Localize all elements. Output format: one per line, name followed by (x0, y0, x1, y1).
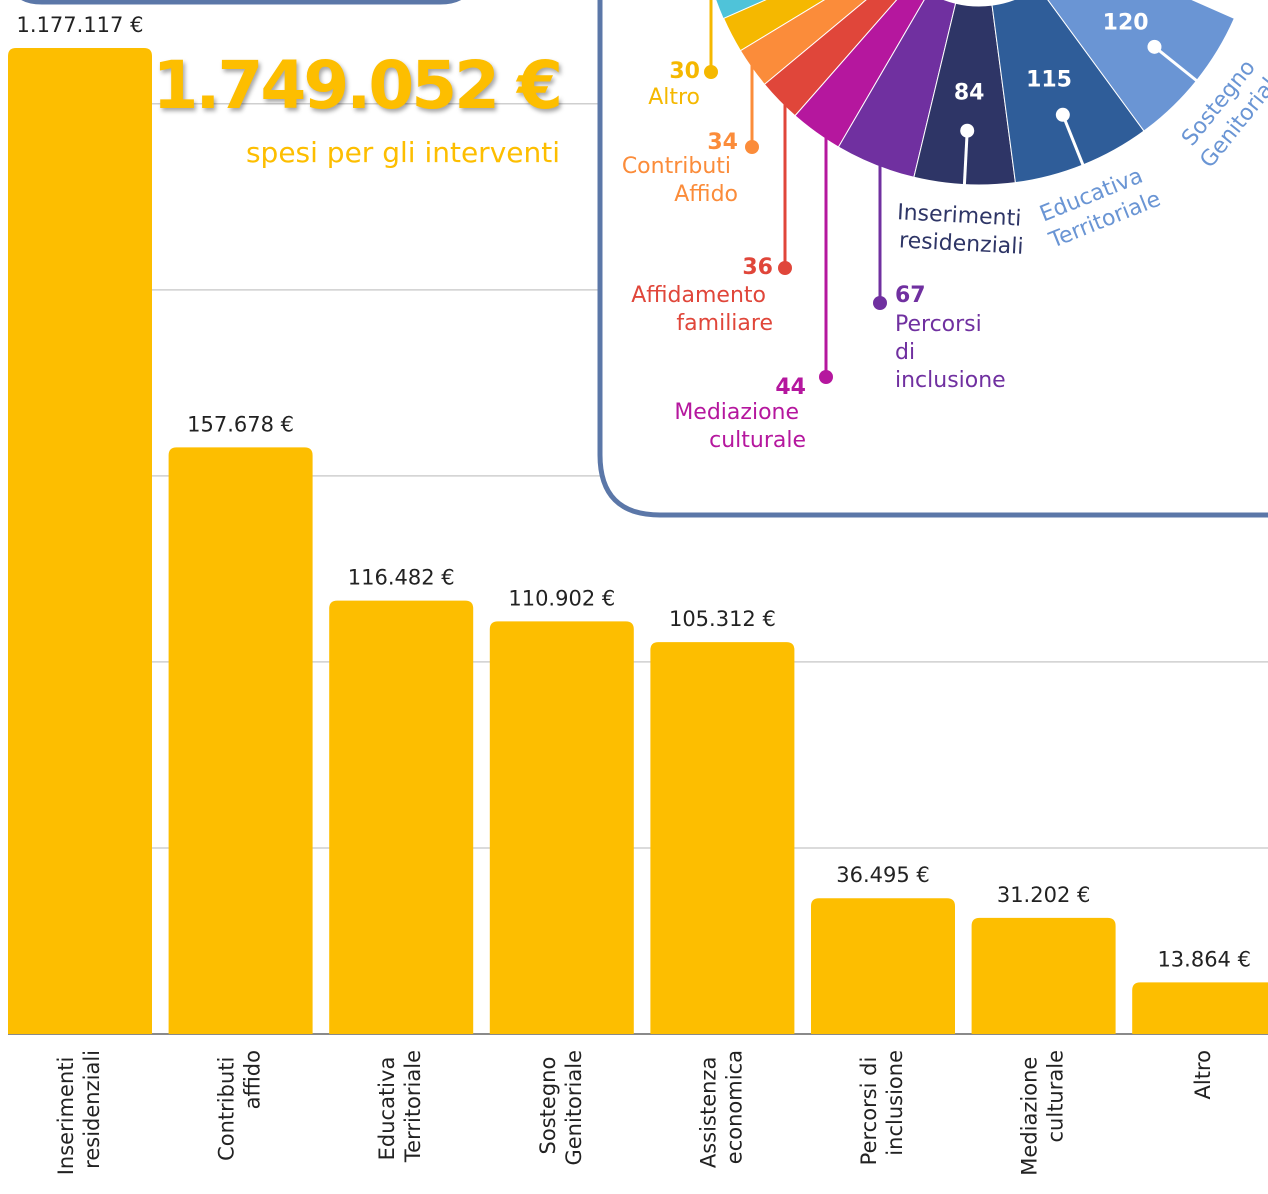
leader-dot (778, 261, 792, 275)
donut-value: 120 (1103, 11, 1149, 36)
value-label: 116.482 € (348, 566, 455, 590)
donut-segment (913, 2, 1016, 186)
category-label: Educativa Territoriale (375, 1050, 425, 1163)
leader-line (1153, 45, 1198, 82)
headline-caption: spesi per gli interventi (246, 136, 560, 169)
category-label: Sostegno Genitoriale (536, 1050, 586, 1166)
donut-value: 84 (954, 81, 985, 106)
bar (168, 447, 313, 1034)
category-label-group: Contributi affido (215, 1050, 265, 1161)
donut-segment (991, 0, 1145, 184)
category-label-group: Percorsi di inclusione (857, 1050, 907, 1165)
category-label-group: Inserimenti residenziali (54, 1050, 104, 1175)
donut-value: 115 (1026, 67, 1072, 92)
bar (971, 917, 1116, 1034)
header-box (21, 0, 461, 5)
category-label: Percorsi di inclusione (857, 1050, 907, 1165)
donut-decor (716, 0, 766, 19)
leader-dot (704, 65, 718, 79)
category-label: Altro (1191, 1050, 1215, 1099)
bar (1132, 982, 1268, 1034)
donut-value: 34 (707, 130, 738, 155)
category-label-group: Altro (1191, 1050, 1215, 1099)
value-label: 1.177.117 € (17, 13, 144, 37)
leader-dot (873, 296, 887, 310)
leader-dot (1055, 107, 1070, 122)
donut-label: Mediazione culturale (674, 400, 806, 453)
value-label: 157.678 € (187, 412, 294, 436)
leader-line (1061, 114, 1085, 166)
donut-label: Percorsi di inclusione (895, 312, 1006, 393)
donut-label: Affidamento familiare (631, 283, 773, 336)
category-label-group: Educativa Territoriale (375, 1050, 425, 1163)
leader-dot (745, 140, 759, 154)
donut-value: 67 (895, 283, 926, 308)
donut-label: Altro (648, 85, 700, 110)
leader-dot (960, 123, 975, 138)
category-label: Inserimenti residenziali (54, 1050, 104, 1175)
donut-value: 30 (669, 59, 700, 84)
bar (811, 898, 955, 1034)
donut-segment (1047, 0, 1236, 132)
category-label-group: Assistenza economica (696, 1050, 746, 1168)
value-label: 36.495 € (836, 863, 930, 887)
value-label: 31.202 € (997, 883, 1091, 907)
value-label: 13.864 € (1157, 947, 1251, 971)
category-label: Contributi affido (215, 1050, 265, 1161)
donut-value: 44 (775, 375, 806, 400)
leader-dot (1147, 39, 1162, 54)
donut-segment (794, 0, 925, 148)
category-label-group: Sostegno Genitoriale (536, 1050, 586, 1166)
donut-label: Contributi Affido (622, 154, 738, 207)
bar (329, 600, 474, 1034)
headline-total: 1.749.052 € (152, 47, 560, 124)
category-label: Mediazione culturale (1018, 1050, 1068, 1176)
donut-segment (722, 0, 826, 52)
leader-line (962, 130, 969, 185)
category-label: Assistenza economica (696, 1050, 746, 1168)
donut-segment (739, 0, 867, 86)
value-label: 110.902 € (508, 586, 615, 610)
bar (489, 621, 634, 1034)
bar-chart: 1.177.117 € Inserimenti residenziali 157.6… (8, 13, 1268, 1176)
bar (8, 48, 152, 1034)
leader-dot (819, 370, 833, 384)
value-label: 105.312 € (669, 607, 776, 631)
bar (650, 642, 795, 1034)
donut-value: 36 (742, 255, 773, 280)
category-label-group: Mediazione culturale (1018, 1050, 1068, 1176)
donut-segment (837, 0, 957, 178)
